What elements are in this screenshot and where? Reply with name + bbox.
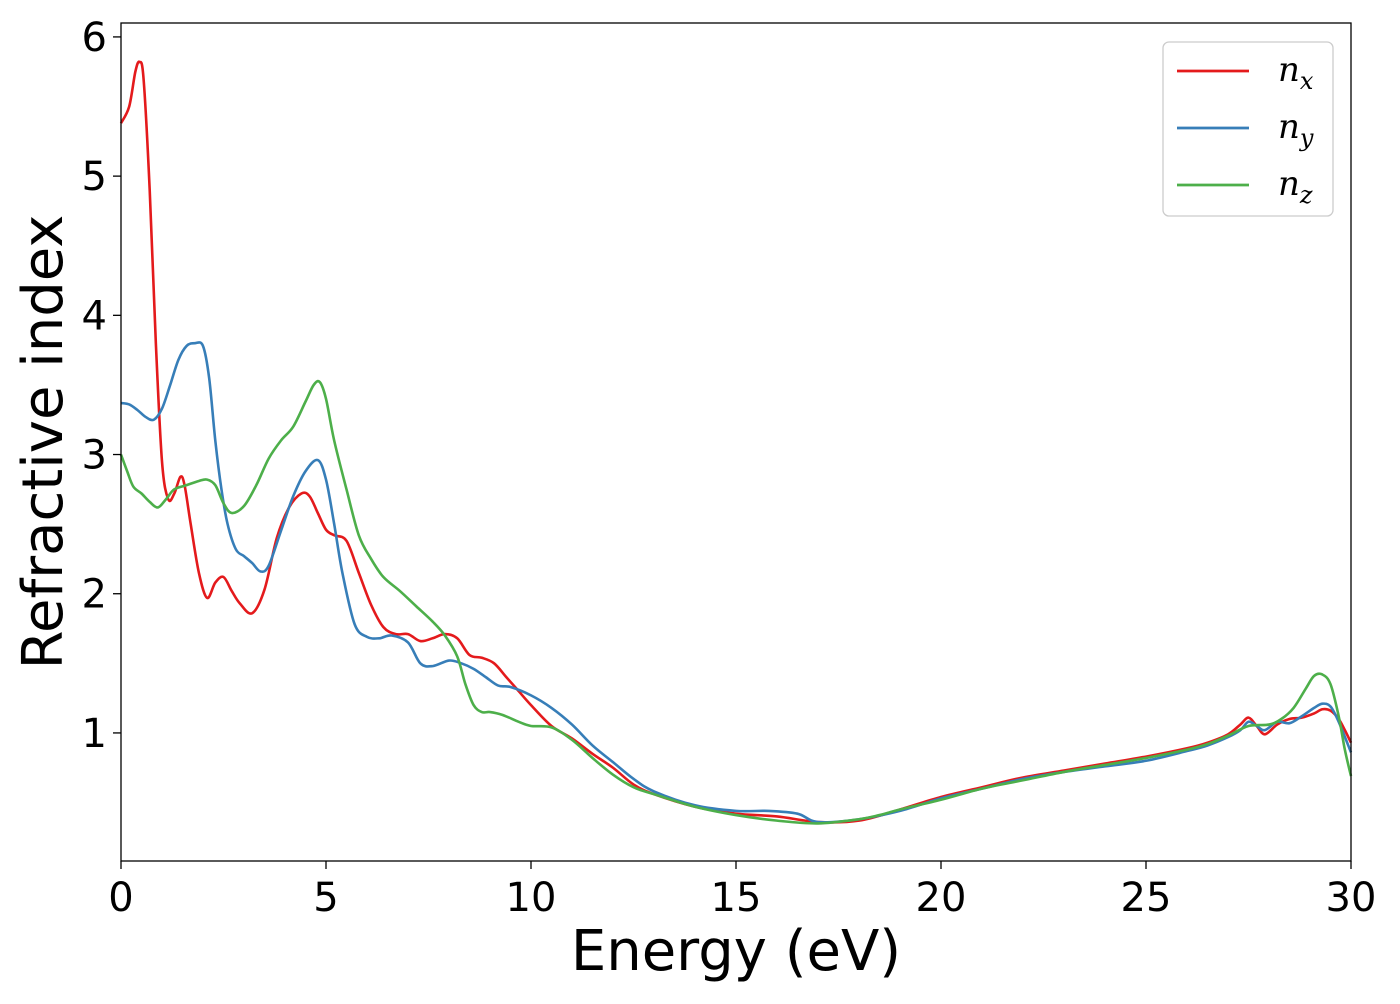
x-axis: 0 5 10 15 20 25 30 — [108, 861, 1376, 921]
series-line-ny — [120, 341, 1353, 824]
legend-subscript: y — [1299, 124, 1314, 152]
x-tick-label: 25 — [1121, 875, 1172, 921]
x-tick-label: 0 — [108, 875, 133, 921]
legend-label-ny: ny — [1278, 107, 1314, 152]
legend-label-nx: nx — [1278, 50, 1314, 95]
y-tick-label: 1 — [82, 711, 107, 757]
x-tick-label: 20 — [916, 875, 967, 921]
series-layer — [119, 60, 1353, 825]
y-tick-label: 4 — [82, 293, 107, 339]
y-tick-label: 6 — [82, 15, 107, 61]
legend: nx ny nz — [1162, 41, 1334, 217]
x-tick-label: 10 — [506, 875, 557, 921]
y-tick-label: 3 — [82, 433, 107, 479]
x-axis-title: Energy (eV) — [571, 919, 901, 984]
y-tick-label: 5 — [82, 154, 107, 200]
y-axis: 1 2 3 4 5 6 — [82, 15, 121, 757]
x-tick-label: 30 — [1326, 875, 1377, 921]
x-tick-label: 5 — [313, 875, 338, 921]
legend-label-nz: nz — [1278, 164, 1313, 209]
legend-subscript: x — [1300, 67, 1314, 95]
y-tick-label: 2 — [82, 572, 107, 618]
series-line-nz — [119, 379, 1353, 825]
x-tick-label: 15 — [711, 875, 762, 921]
legend-subscript: z — [1299, 181, 1313, 209]
y-axis-title: Refractive index — [11, 215, 76, 670]
